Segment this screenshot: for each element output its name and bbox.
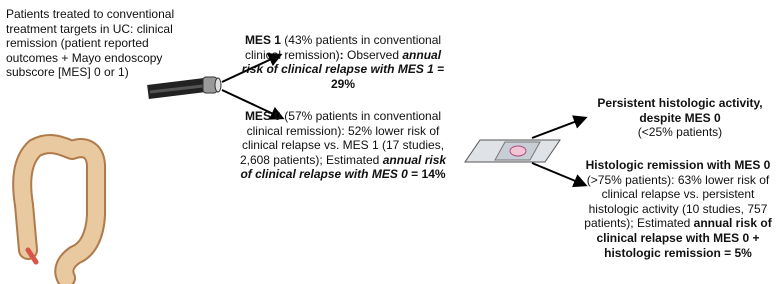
intro-text: Patients treated to conventional treatme… <box>6 7 188 80</box>
mes0-label: MES 0 <box>245 109 281 123</box>
mes0-result: = 14% <box>408 167 446 181</box>
histologic-remission-box: Histologic remission with MES 0 (>75% pa… <box>578 158 778 260</box>
mes1-box: MES 1 (43% patients in conventional clin… <box>238 33 448 91</box>
histologic-remission-label: Histologic remission with MES 0 <box>586 158 771 172</box>
persistent-box: Persistent histologic activity, despite … <box>590 96 770 140</box>
colon <box>22 144 96 278</box>
persistent-label: Persistent histologic activity, despite … <box>597 96 762 125</box>
page: Patients treated to conventional treatme… <box>0 0 779 284</box>
microscope-slide <box>465 140 560 162</box>
persistent-detail: (<25% patients) <box>638 125 722 139</box>
mes1-lead: Observed <box>344 48 403 62</box>
arrow <box>532 118 585 138</box>
mes0-box: MES 0 (57% patients in conventional clin… <box>234 109 452 182</box>
mes1-label: MES 1 <box>245 33 281 47</box>
